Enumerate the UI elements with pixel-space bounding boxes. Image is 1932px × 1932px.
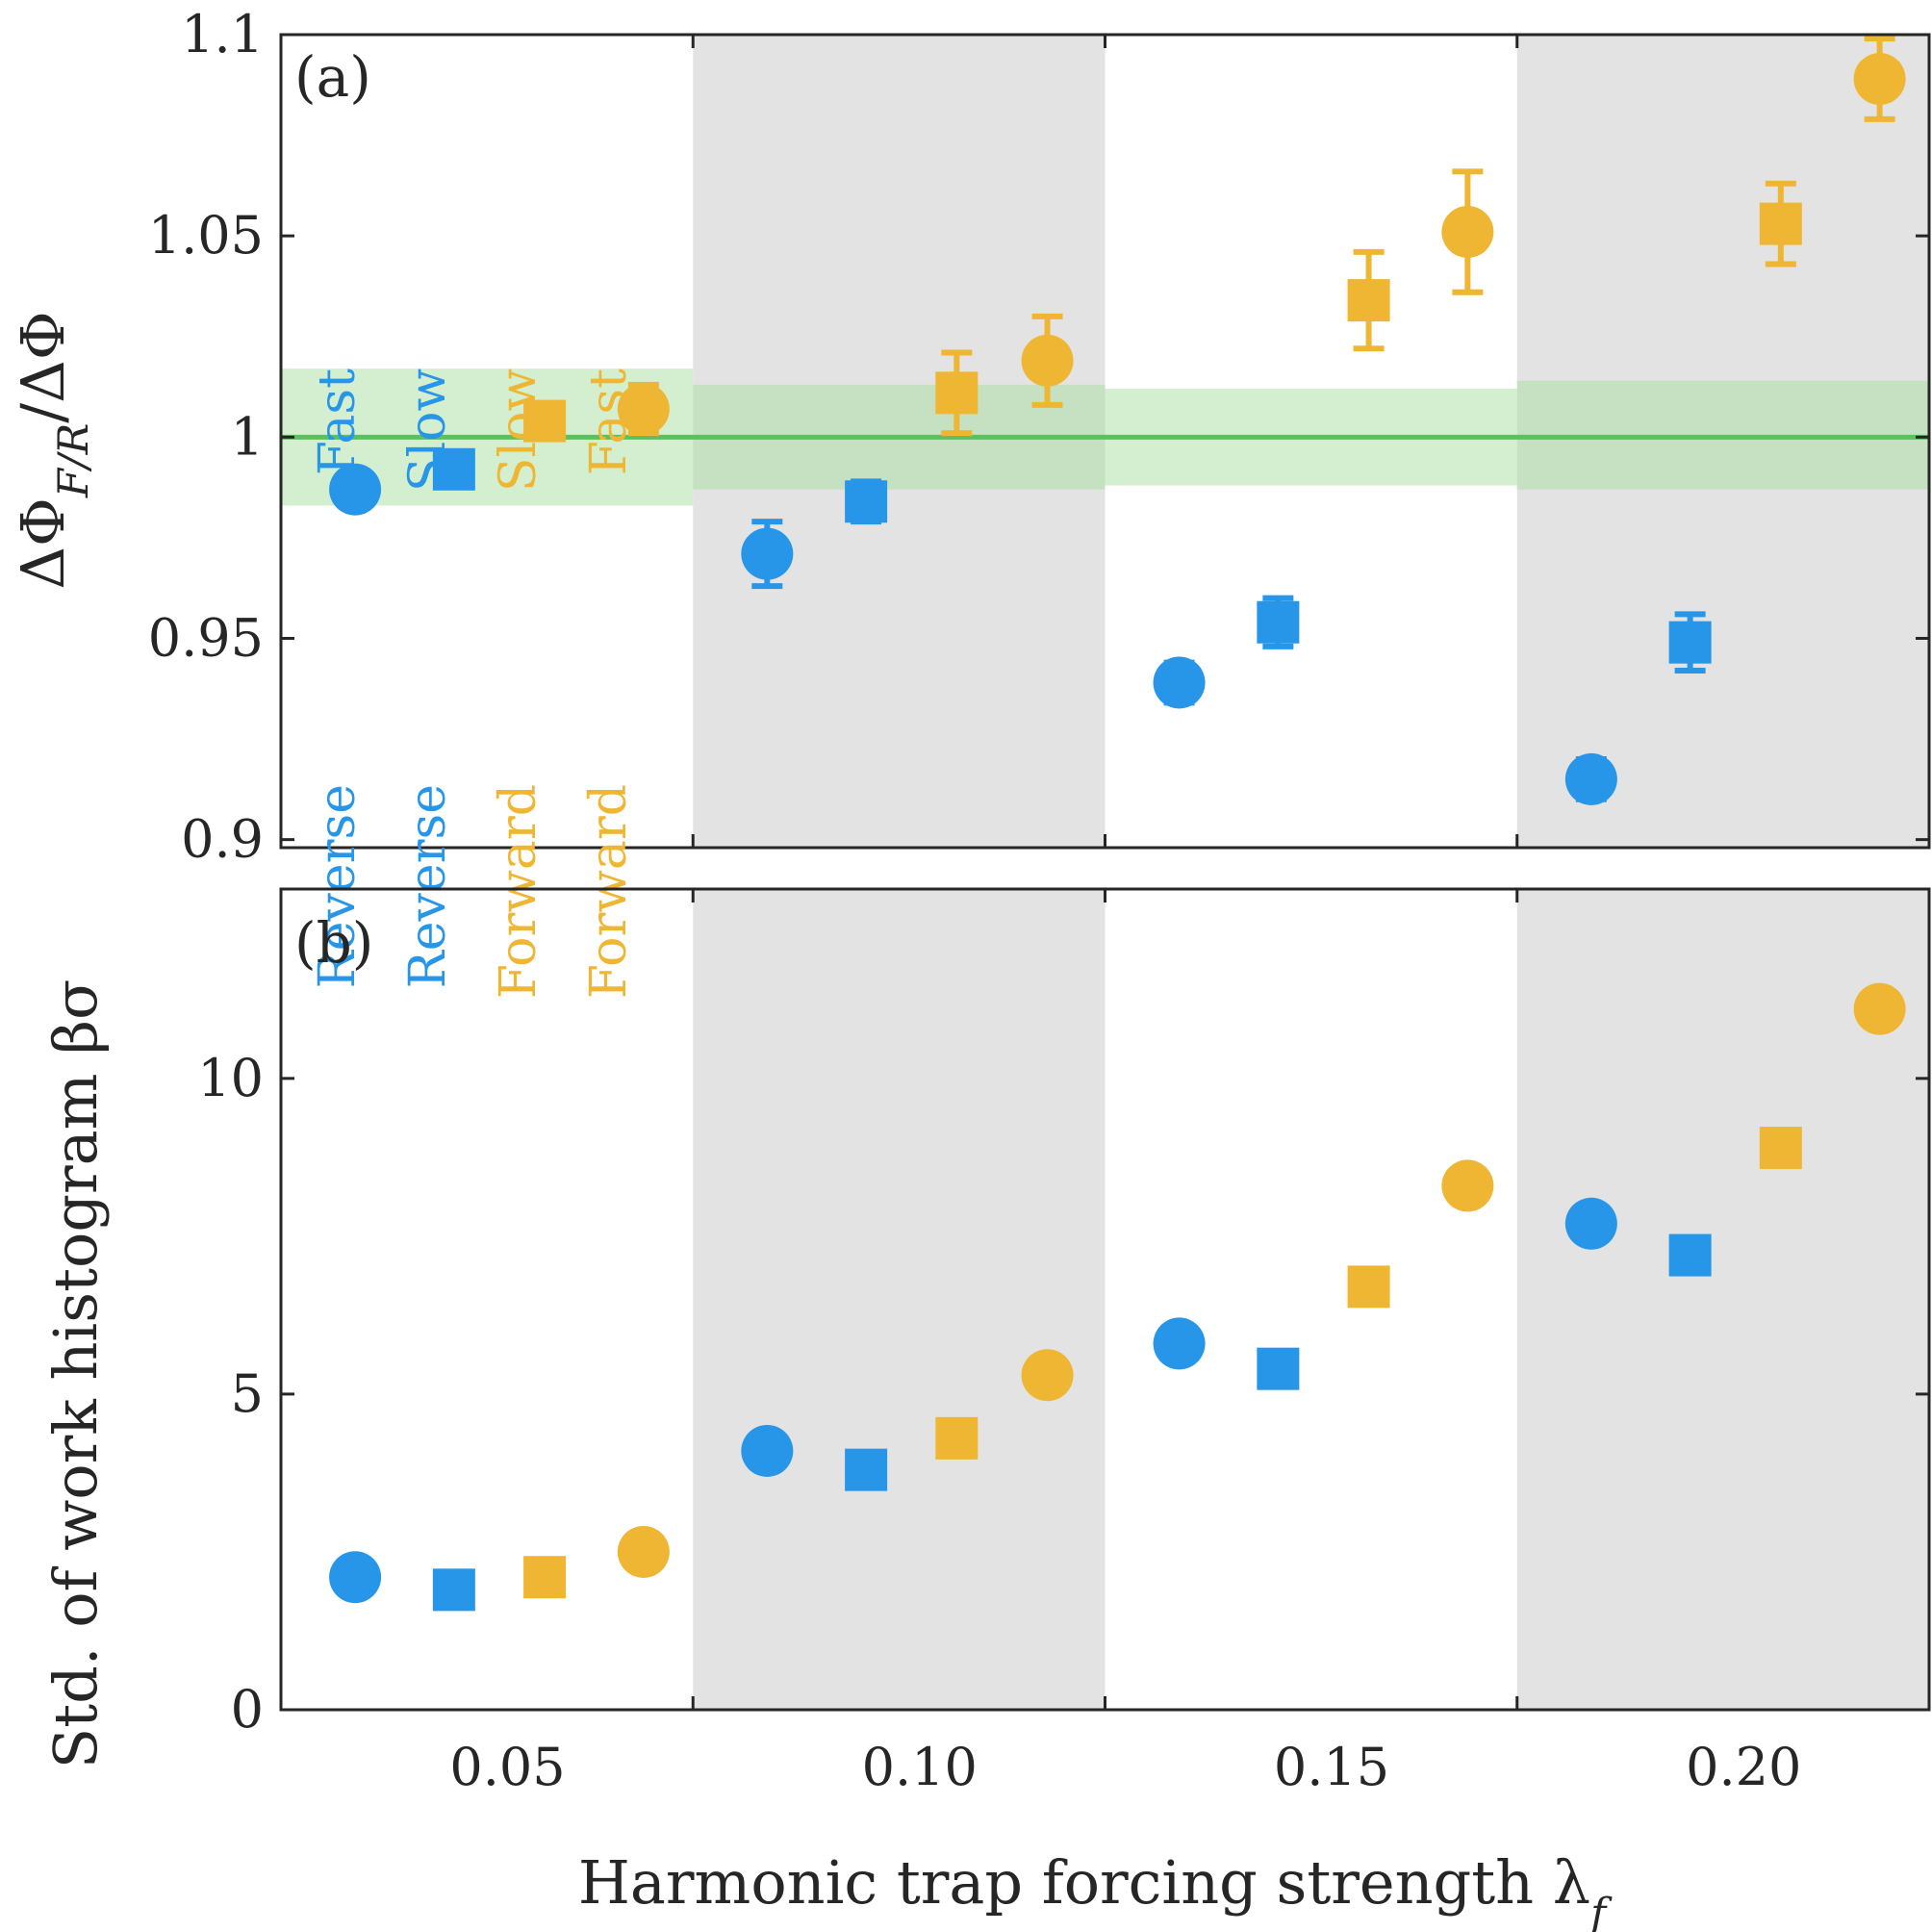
- y-tick-label: 1.05: [148, 205, 264, 266]
- series-1-point-2: [1257, 1347, 1300, 1390]
- series-2-point-2: [1347, 1265, 1390, 1309]
- x-tick-label: 0.05: [449, 1737, 565, 1797]
- series-3-point-2: [1441, 1159, 1494, 1212]
- series-0-point-2: [1153, 656, 1206, 709]
- legend-label-direction: Forward: [580, 784, 638, 999]
- series-1-point-0: [432, 1568, 475, 1612]
- series-0-point-0: [329, 463, 382, 516]
- shade-region-1: [693, 889, 1106, 1710]
- y-tick-label: 1.1: [181, 4, 264, 64]
- series-1-point-3: [1668, 1233, 1712, 1277]
- series-3-point-0: [617, 1525, 670, 1578]
- series-2-point-0: [523, 399, 567, 443]
- series-3-point-1: [1021, 334, 1074, 387]
- y-tick-label: 1: [231, 406, 264, 467]
- series-0-point-1: [741, 1424, 794, 1477]
- axis-ticks: 0.9 0.95 1 1.05 1.1: [148, 4, 1929, 870]
- series-0-point-2: [1153, 1317, 1206, 1370]
- series-2-point-1: [935, 371, 979, 415]
- x-axis-title: Harmonic trap forcing strength λf: [578, 1847, 1613, 1932]
- series-2-point-2: [1347, 279, 1390, 322]
- data-marks: [329, 36, 1906, 805]
- x-tick-label: 0.20: [1686, 1737, 1801, 1797]
- y-tick-label: 10: [197, 1048, 264, 1108]
- series-3-point-3: [1853, 53, 1906, 106]
- series-2-point-0: [523, 1556, 567, 1599]
- y-tick-label: 5: [231, 1363, 264, 1424]
- legend-label-speed: Slow: [399, 369, 457, 492]
- legend-label-speed: Slow: [490, 369, 547, 492]
- panel-label: (a): [294, 44, 371, 110]
- series-0-point-3: [1564, 752, 1617, 805]
- series-2-point-3: [1759, 202, 1802, 245]
- series-3-point-0: [617, 383, 670, 436]
- panel-b: 0 5 10 0.05 0.10 0.15 0.20 (b) Std. of work hi…: [40, 887, 1931, 1932]
- series-2-point-3: [1759, 1127, 1802, 1170]
- y-tick-label: 0: [231, 1679, 264, 1740]
- series-3-point-1: [1021, 1349, 1074, 1402]
- legend-label-speed: Fast: [309, 369, 367, 475]
- y-axis-title: Std. of work histogram βσ: [40, 979, 111, 1769]
- legend: Fast Reverse Slow Reverse Slow Forward Fast For…: [309, 369, 638, 999]
- y-axis-title: ΔΦF/R/ΔΦ: [8, 311, 98, 590]
- series-1-point-2: [1257, 600, 1300, 644]
- series-0-point-1: [741, 527, 794, 580]
- series-3-point-3: [1853, 982, 1906, 1035]
- series-1-point-3: [1668, 621, 1712, 664]
- y-tick-label: 0.95: [148, 607, 264, 668]
- legend-label-direction: Reverse: [399, 784, 457, 988]
- panel-a: 0.9 0.95 1 1.05 1.1 (a) Fast Reverse Slow Rever…: [8, 4, 1931, 999]
- series-1-point-0: [432, 447, 475, 491]
- panel-label: (b): [294, 910, 373, 976]
- axis-ticks: 0 5 10 0.05 0.10 0.15 0.20: [197, 889, 1929, 1797]
- x-tick-label: 0.10: [862, 1737, 978, 1797]
- series-1-point-1: [845, 480, 888, 523]
- group-shading: [693, 889, 1929, 1710]
- legend-label-direction: Forward: [490, 784, 547, 999]
- y-tick-label: 0.9: [181, 809, 264, 870]
- series-3-point-2: [1441, 205, 1494, 258]
- series-1-point-1: [845, 1448, 888, 1491]
- data-marks: [329, 982, 1906, 1612]
- series-2-point-1: [935, 1416, 979, 1460]
- series-0-point-3: [1564, 1197, 1617, 1250]
- x-tick-label: 0.15: [1274, 1737, 1389, 1797]
- legend-label-direction: Reverse: [309, 784, 367, 988]
- legend-label-speed: Fast: [580, 369, 638, 475]
- series-0-point-0: [329, 1551, 382, 1604]
